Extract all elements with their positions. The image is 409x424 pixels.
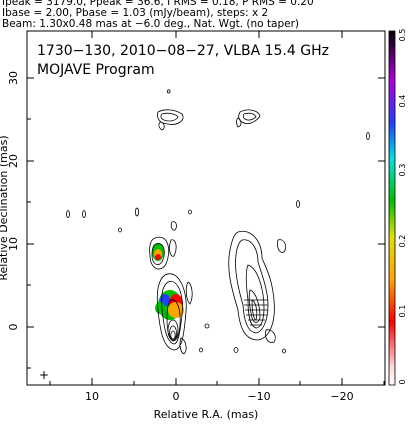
x-tick-label: 0 [173,390,180,403]
plot-frame [26,30,386,386]
header-line-3: Beam: 1.30x0.48 mas at −6.0 deg., Nat. W… [2,18,300,30]
y-tick-label: 20 [7,154,20,168]
plot-subtitle: MOJAVE Program [37,62,155,78]
isolated-contours [66,132,370,354]
colorbar-tick-label: 0.3 [398,164,407,177]
x-ticks [49,31,385,385]
y-tick-label: 0 [7,324,20,331]
colorbar-tick-label: 0.1 [398,305,407,318]
north-contours [157,89,261,131]
colorbar [388,30,396,386]
x-tick-label: −10 [247,390,270,403]
y-ticks [27,77,385,369]
y-tick-label: 30 [7,71,20,85]
y-tick-label: 10 [7,237,20,251]
plot-title: 1730−130, 2010−08−27, VLBA 15.4 GHz [37,43,329,59]
colorbar-tick-label: 0.2 [398,235,407,248]
beam-marker: + [39,368,49,382]
x-tick-label: 10 [85,390,99,403]
header-line-1: Ipeak = 3179.0, Ppeak = 36.6, I RMS = 0.… [2,0,314,8]
header-line-2: Ibase = 2.00, Pbase = 1.03 (mJy/beam), s… [2,7,269,19]
colorbar-tick-label: 0.5 [398,29,407,42]
west-lobe-contours [228,230,286,343]
y-axis-title: Relative Declination (mas) [0,135,10,280]
x-tick-label: −20 [330,390,353,403]
intensity-contours [149,221,193,355]
colorbar-tick-label: 0 [398,379,407,384]
polarization-colormap [152,243,184,320]
x-axis-title: Relative R.A. (mas) [154,408,259,421]
colorbar-tick-label: 0.4 [398,95,407,108]
